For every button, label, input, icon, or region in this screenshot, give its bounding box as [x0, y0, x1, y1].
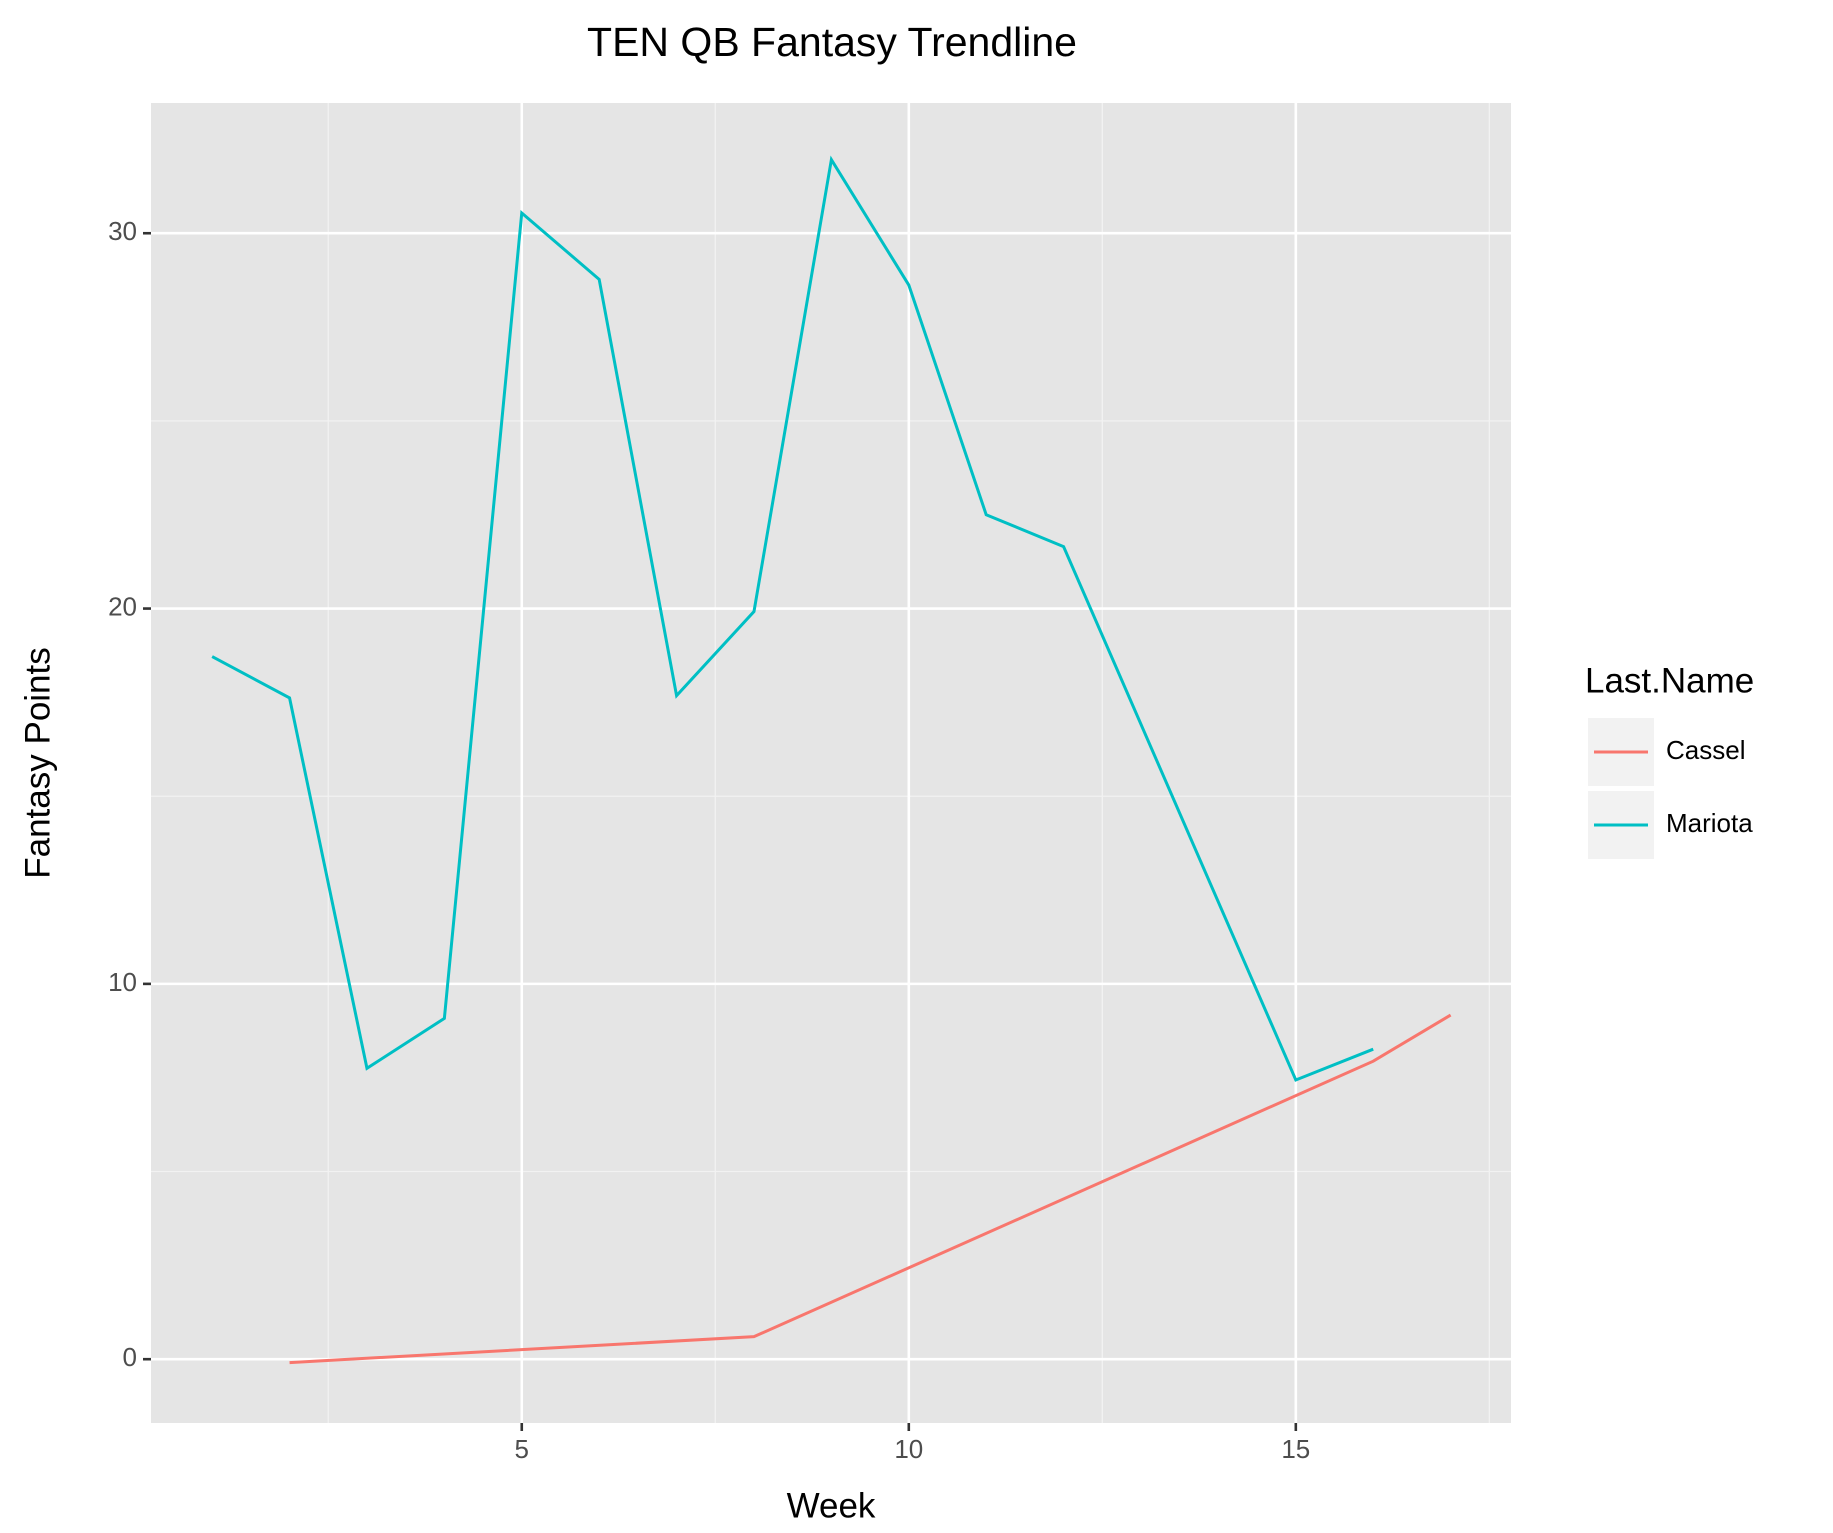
legend-label: Mariota	[1666, 808, 1753, 838]
x-axis-title: Week	[787, 1486, 876, 1525]
chart-title: TEN QB Fantasy Trendline	[587, 19, 1077, 65]
legend-label: Cassel	[1666, 735, 1745, 765]
x-tick-label: 5	[515, 1434, 529, 1464]
y-tick-label: 30	[108, 216, 137, 246]
legend-title: Last.Name	[1585, 661, 1754, 700]
x-tick-label: 10	[894, 1434, 923, 1464]
x-tick-label: 15	[1281, 1434, 1310, 1464]
y-tick-label: 10	[108, 967, 137, 997]
y-axis-title: Fantasy Points	[18, 647, 57, 879]
series-line	[211, 155, 1374, 1082]
plot-panel	[151, 103, 1511, 1423]
y-tick-label: 0	[123, 1342, 137, 1372]
series-line	[289, 1013, 1452, 1365]
y-tick-label: 20	[108, 591, 137, 621]
